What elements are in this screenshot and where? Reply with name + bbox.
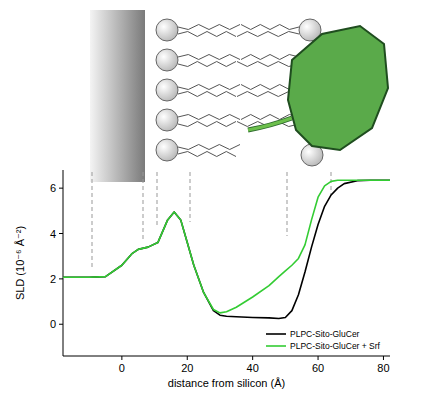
x-axis-title: distance from silicon (Å) [168, 377, 285, 389]
lipid-tail [178, 92, 236, 97]
lipid-tail [178, 152, 236, 157]
lipid-tail [237, 32, 299, 37]
x-tick-label: 40 [247, 362, 259, 374]
legend: PLPC-Sito-GluCer PLPC-Sito-GluCer + Srf [266, 329, 381, 351]
lipid-tail [237, 62, 299, 67]
legend-label: PLPC-Sito-GluCer + Srf [290, 341, 381, 351]
guide-line [143, 172, 144, 240]
guide-line [190, 172, 191, 222]
y-tick [59, 278, 63, 279]
lipid-head [156, 139, 178, 161]
guide-line [92, 172, 93, 268]
y-tick-label: 0 [50, 318, 56, 330]
x-axis [63, 356, 390, 357]
y-axis-title: SLD (10⁻⁶ Å⁻²) [14, 226, 26, 300]
guide-line [331, 172, 332, 195]
lipid-tail [178, 85, 240, 90]
lipid-head [156, 79, 178, 101]
x-tick [121, 356, 122, 360]
lipid-tail [178, 32, 236, 37]
lines [63, 180, 390, 318]
schematic [90, 10, 388, 182]
lipid-head [156, 109, 178, 131]
y-tick [59, 233, 63, 234]
x-tick-label: 20 [181, 362, 193, 374]
legend-swatch [266, 345, 286, 347]
series-line [63, 180, 390, 313]
protein-tail [248, 118, 292, 130]
lipid-head [156, 49, 178, 71]
y-axis [63, 170, 64, 356]
lipid-head [156, 19, 178, 41]
y-tick-label: 6 [50, 182, 56, 194]
x-tick [187, 356, 188, 360]
series-line [63, 180, 390, 318]
x-tick [318, 356, 319, 360]
x-tick [383, 356, 384, 360]
x-tick-label: 0 [119, 362, 125, 374]
x-tick-label: 60 [312, 362, 324, 374]
protein [288, 26, 388, 150]
lipid-tail [178, 122, 236, 127]
y-tick-label: 2 [50, 273, 56, 285]
x-tick-label: 80 [377, 362, 389, 374]
lipid-tail [178, 62, 236, 67]
lipid-tail [241, 55, 299, 60]
legend-swatch [266, 333, 286, 335]
lipid-tail [178, 25, 240, 30]
guide-line [287, 172, 288, 236]
y-tick [59, 188, 63, 189]
x-tick [252, 356, 253, 360]
lipid-tail [178, 55, 240, 60]
y-tick [59, 324, 63, 325]
y-tick-label: 4 [50, 228, 56, 240]
chart: 0 20 40 60 80 0 2 4 6 distance from silicon (Å) SL… [0, 0, 423, 395]
silicon [90, 10, 145, 182]
lipid-tail [178, 145, 240, 150]
axes: 0 20 40 60 80 0 2 4 6 distance from silicon (Å) SL… [14, 170, 390, 389]
legend-label: PLPC-Sito-GluCer [290, 329, 360, 339]
protein-tail [248, 118, 292, 130]
lipid-tail [241, 25, 299, 30]
lipid-tail [178, 115, 240, 120]
guide-line [157, 172, 158, 228]
